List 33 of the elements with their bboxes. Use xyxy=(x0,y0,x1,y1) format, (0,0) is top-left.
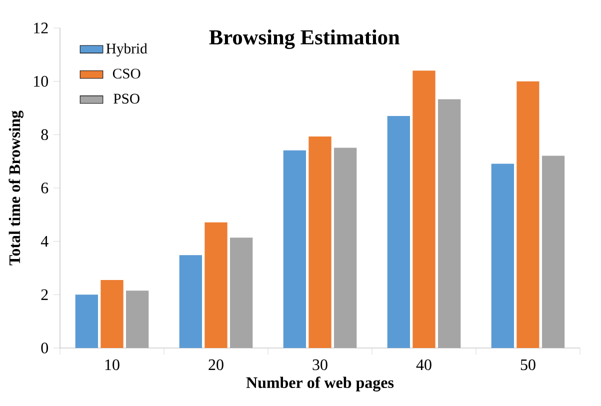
x-tick-label: 30 xyxy=(312,359,328,370)
bar xyxy=(75,294,98,348)
bar xyxy=(204,222,228,348)
bar xyxy=(283,150,306,348)
y-tick-label: 4 xyxy=(40,236,48,247)
bar xyxy=(126,290,149,348)
legend-label: Hybrid xyxy=(106,43,148,57)
chart-title: Browsing Estimation xyxy=(209,30,400,50)
bar xyxy=(491,164,514,348)
x-tick-label: 50 xyxy=(520,359,536,370)
y-tick-label: 8 xyxy=(41,129,48,140)
bar xyxy=(308,136,332,348)
legend-label: CSO xyxy=(112,68,140,79)
legend-label: PSO xyxy=(114,94,140,104)
x-tick-label: 20 xyxy=(208,359,224,370)
bar xyxy=(516,81,540,348)
y-axis-title: Total time of Browsing xyxy=(8,110,24,266)
bar xyxy=(412,70,436,348)
y-tick-label: 2 xyxy=(41,289,48,300)
y-tick-label: 6 xyxy=(41,182,48,194)
bar xyxy=(100,280,124,348)
bar xyxy=(179,255,202,348)
bar xyxy=(230,238,253,348)
bar xyxy=(387,116,410,348)
y-tick-label: 12 xyxy=(34,22,48,34)
y-tick-label: 10 xyxy=(34,76,48,87)
x-tick-label: 10 xyxy=(105,359,120,370)
bar xyxy=(334,148,357,348)
bar xyxy=(542,156,565,348)
x-tick-label: 40 xyxy=(416,359,432,370)
bar xyxy=(438,99,461,348)
y-tick-label: 0 xyxy=(41,342,48,354)
x-axis-title: Number of web pages xyxy=(246,376,394,392)
